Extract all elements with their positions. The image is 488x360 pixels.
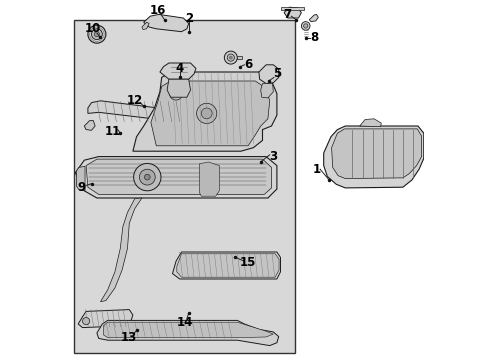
- Polygon shape: [133, 72, 276, 151]
- Polygon shape: [258, 65, 278, 84]
- Text: 4: 4: [175, 62, 183, 75]
- Text: 1: 1: [312, 163, 320, 176]
- Polygon shape: [78, 310, 133, 328]
- Text: 13: 13: [120, 331, 137, 344]
- Text: 14: 14: [177, 316, 193, 329]
- Polygon shape: [323, 126, 423, 188]
- Polygon shape: [160, 63, 196, 79]
- Polygon shape: [151, 81, 269, 146]
- Polygon shape: [75, 157, 276, 198]
- Circle shape: [227, 54, 234, 61]
- Circle shape: [139, 169, 155, 185]
- Polygon shape: [172, 252, 280, 279]
- Circle shape: [301, 22, 309, 30]
- Polygon shape: [199, 162, 219, 196]
- Polygon shape: [143, 14, 188, 32]
- Polygon shape: [359, 119, 381, 127]
- Text: 12: 12: [126, 94, 142, 107]
- Text: 2: 2: [184, 12, 192, 24]
- Circle shape: [133, 163, 161, 191]
- Text: 3: 3: [269, 150, 277, 163]
- Circle shape: [82, 318, 89, 325]
- Circle shape: [91, 29, 102, 40]
- Polygon shape: [177, 254, 279, 277]
- Circle shape: [224, 51, 237, 64]
- Polygon shape: [103, 322, 273, 338]
- Text: 7: 7: [283, 8, 291, 21]
- Circle shape: [88, 25, 106, 43]
- Text: 15: 15: [240, 256, 256, 269]
- Text: 9: 9: [78, 181, 86, 194]
- Circle shape: [196, 103, 216, 123]
- Circle shape: [229, 56, 232, 59]
- Circle shape: [201, 108, 212, 119]
- Polygon shape: [167, 79, 190, 97]
- Polygon shape: [97, 320, 278, 346]
- Text: 6: 6: [244, 58, 252, 71]
- Polygon shape: [86, 159, 271, 194]
- Circle shape: [94, 32, 99, 37]
- Circle shape: [169, 87, 182, 100]
- Polygon shape: [142, 22, 149, 30]
- Text: 16: 16: [149, 4, 165, 17]
- Polygon shape: [280, 7, 303, 10]
- Polygon shape: [284, 7, 301, 18]
- Text: 11: 11: [105, 125, 121, 138]
- Polygon shape: [331, 129, 421, 179]
- Polygon shape: [88, 101, 188, 122]
- Text: 10: 10: [84, 22, 101, 35]
- Text: 5: 5: [272, 67, 281, 80]
- Circle shape: [303, 24, 307, 28]
- Polygon shape: [76, 166, 85, 191]
- Polygon shape: [260, 84, 273, 98]
- Polygon shape: [309, 14, 318, 22]
- Circle shape: [144, 174, 150, 180]
- Circle shape: [172, 90, 179, 97]
- Polygon shape: [101, 198, 142, 302]
- Polygon shape: [84, 121, 95, 130]
- Text: 8: 8: [310, 31, 318, 44]
- Polygon shape: [236, 56, 241, 59]
- Bar: [73, 20, 294, 353]
